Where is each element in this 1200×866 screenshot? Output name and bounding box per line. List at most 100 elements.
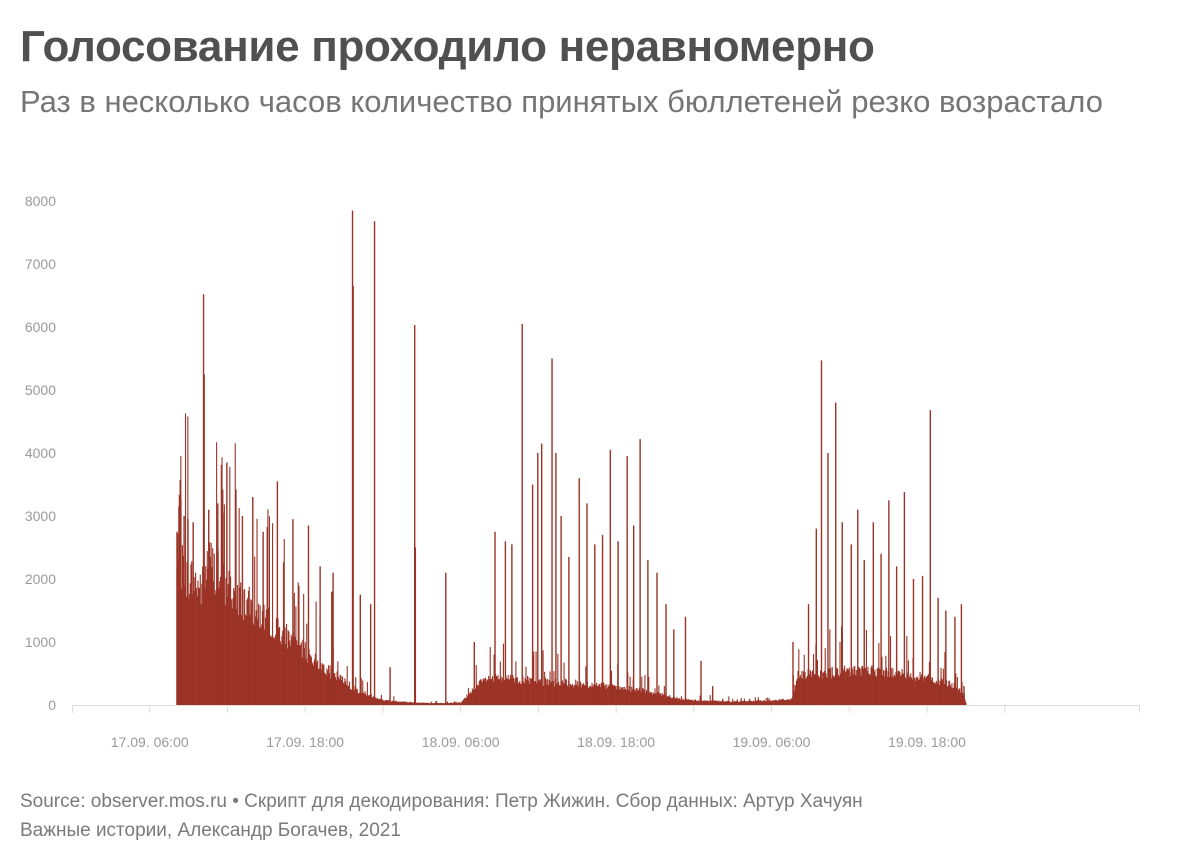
data-bar [877,667,879,705]
data-bar [303,648,305,705]
data-bar [291,637,293,705]
data-bar [789,699,791,705]
data-bar [328,673,330,705]
data-bar [459,702,461,705]
data-bar [202,566,204,705]
data-bar [623,690,625,705]
data-bar [307,525,310,705]
data-bar [272,523,274,705]
data-bar [778,699,780,705]
data-bar [279,626,281,705]
data-bar [630,692,632,705]
data-bar [432,703,434,705]
data-bar [450,702,452,705]
data-bar [693,700,695,705]
data-bar [201,583,203,705]
data-bar [297,582,299,705]
data-bar [344,678,346,705]
data-bar [343,683,345,705]
data-bar [840,673,842,705]
data-bar [607,686,609,705]
data-bar [810,676,812,705]
data-bar [853,666,855,705]
data-bar [429,703,431,705]
data-bar [704,701,707,705]
data-bar [433,702,435,705]
data-bar [647,560,649,705]
data-bar [257,619,259,705]
data-bar [280,644,282,705]
data-bar [194,577,196,705]
data-bar [959,692,962,705]
data-bar [471,688,473,705]
data-bar [717,701,719,705]
data-bar [869,674,871,705]
data-bar [578,478,580,705]
data-bar [441,703,443,705]
data-bar [518,682,520,705]
data-bar [348,685,350,705]
data-bar [854,675,857,705]
data-bar [450,702,452,705]
data-bar [779,699,781,705]
data-bar [628,686,630,705]
data-bar [908,675,910,705]
data-bar [386,700,388,705]
data-bar [228,570,230,705]
data-bar [507,674,509,705]
data-bar [531,484,534,705]
data-bar [467,696,469,705]
data-bar [449,703,451,705]
data-bar [204,588,206,705]
data-bar [597,686,599,705]
data-bar [333,673,335,705]
data-bar [338,676,340,705]
data-bar [817,675,819,705]
data-bar [739,700,742,705]
data-bar [679,698,681,705]
data-bar [813,674,815,705]
data-bar [606,684,608,705]
data-bar [625,690,627,705]
data-bar [804,672,806,705]
data-bar [629,676,631,705]
data-bar [464,698,466,705]
data-bar [235,489,237,705]
data-bar [577,686,579,705]
data-bar [300,644,302,705]
data-bar [304,642,306,705]
data-bar [398,701,400,705]
data-bar [512,677,515,705]
y-tick-label: 1000 [25,634,56,650]
data-bar [767,697,769,705]
data-bar [352,286,354,705]
data-bar [711,686,714,705]
data-bar [292,519,294,705]
data-bar [556,683,558,705]
data-bar [760,700,762,705]
data-bar [303,593,305,705]
data-bar [816,659,819,705]
data-bar [621,687,623,705]
data-bar [960,604,963,705]
data-bar [387,699,389,705]
data-bar [755,700,757,705]
data-bar [600,682,602,705]
x-tick-label: 17.09. 18:00 [266,734,344,750]
data-bar [326,668,328,705]
data-bar [457,702,459,705]
data-bar [694,699,696,705]
data-bar [814,674,816,705]
data-bar [645,692,647,705]
data-bar [945,610,947,705]
data-bar [802,671,805,705]
data-bar [849,676,851,705]
data-bar [815,528,818,705]
data-bar [313,665,315,705]
data-bar [195,587,197,705]
data-bar [671,698,673,705]
data-bar [406,701,408,705]
data-bar [240,615,243,705]
data-bar [582,683,585,705]
data-bar [513,682,515,705]
